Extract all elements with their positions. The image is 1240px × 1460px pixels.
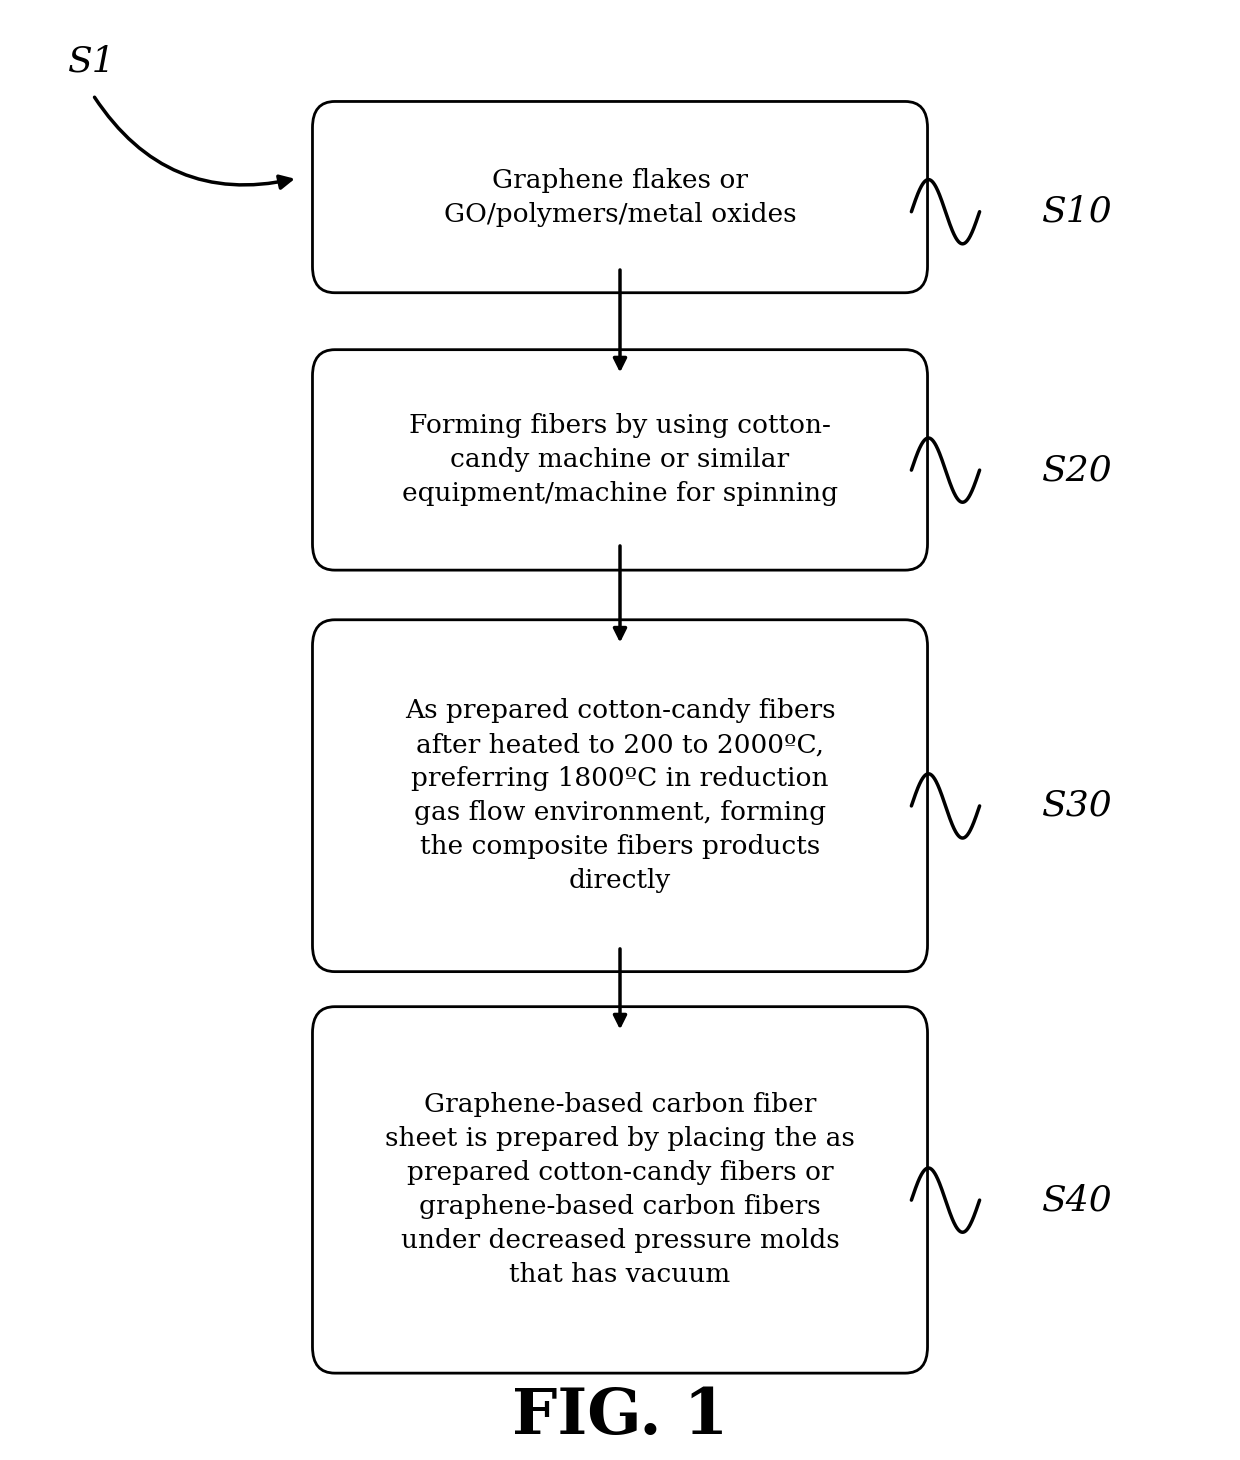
Text: Graphene-based carbon fiber
sheet is prepared by placing the as
prepared cotton-: Graphene-based carbon fiber sheet is pre… — [386, 1092, 854, 1288]
Text: S10: S10 — [1042, 194, 1112, 229]
Text: Forming fibers by using cotton-
candy machine or similar
equipment/machine for s: Forming fibers by using cotton- candy ma… — [402, 413, 838, 507]
FancyBboxPatch shape — [312, 349, 928, 569]
FancyBboxPatch shape — [312, 1007, 928, 1372]
Text: S40: S40 — [1042, 1183, 1112, 1218]
FancyBboxPatch shape — [312, 102, 928, 292]
Text: S30: S30 — [1042, 788, 1112, 823]
Text: FIG. 1: FIG. 1 — [512, 1386, 728, 1447]
Text: S1: S1 — [68, 44, 117, 79]
Text: S20: S20 — [1042, 453, 1112, 488]
Text: As prepared cotton-candy fibers
after heated to 200 to 2000ºC,
preferring 1800ºC: As prepared cotton-candy fibers after he… — [404, 698, 836, 894]
Text: Graphene flakes or
GO/polymers/metal oxides: Graphene flakes or GO/polymers/metal oxi… — [444, 168, 796, 226]
FancyBboxPatch shape — [312, 619, 928, 972]
